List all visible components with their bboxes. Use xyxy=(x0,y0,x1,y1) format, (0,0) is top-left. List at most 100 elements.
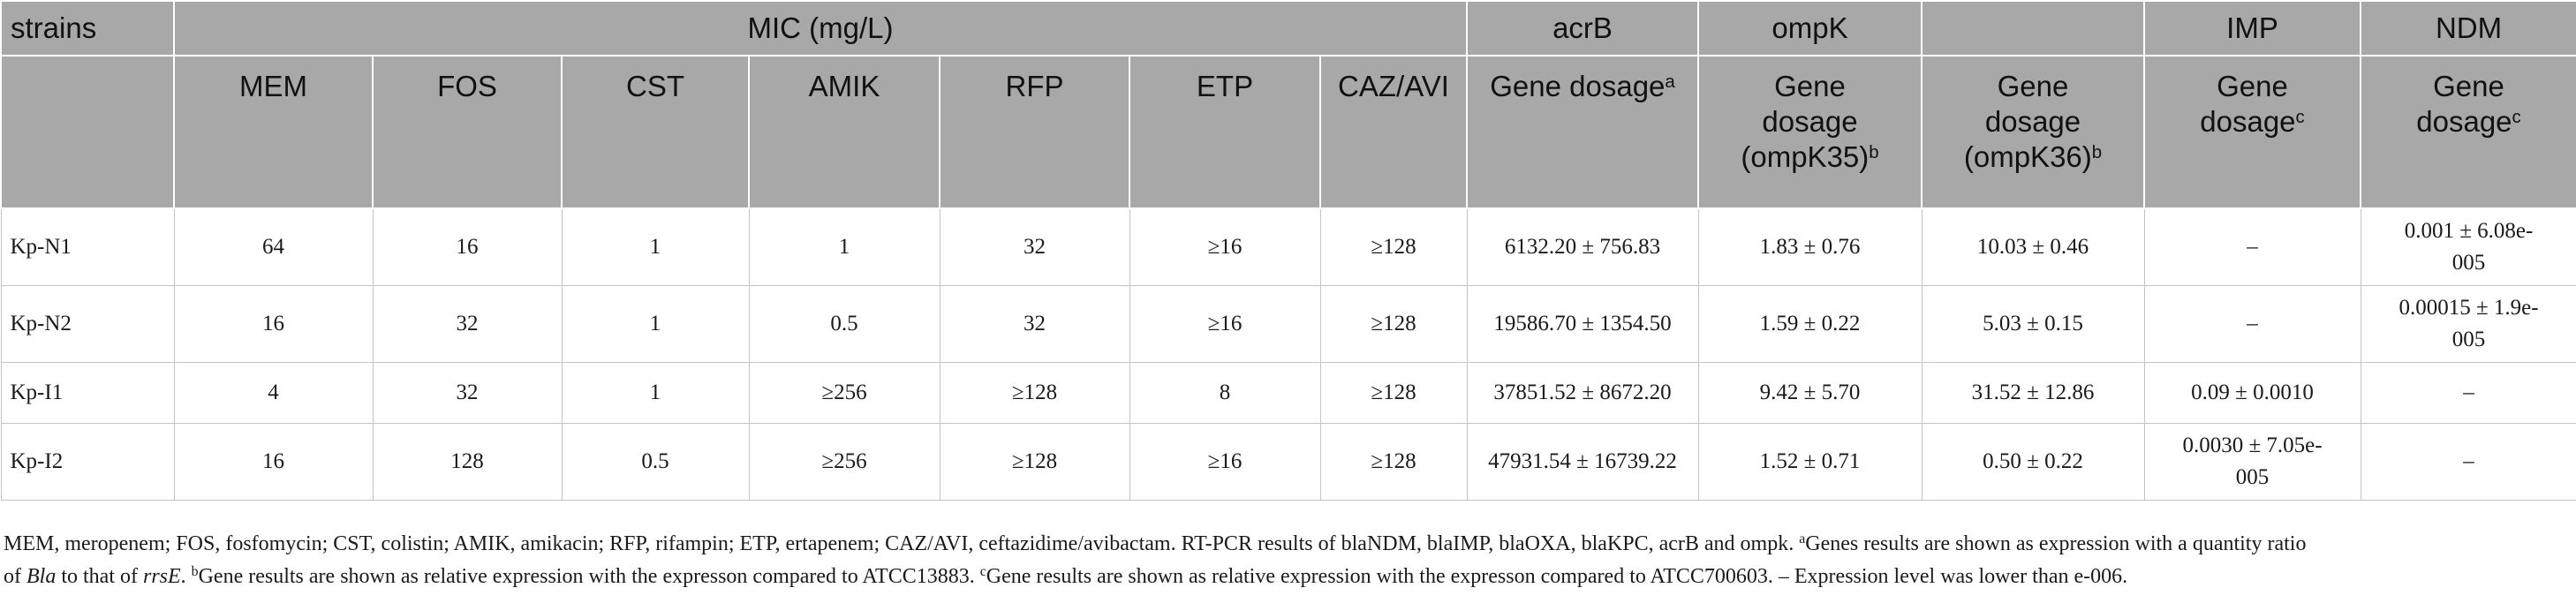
table-row: Kp-N1 64 16 1 1 32 ≥16 ≥128 6132.20 ± 75… xyxy=(0,207,2576,286)
cell-ndm: 0.001 ± 6.08e- 005 xyxy=(2360,207,2576,286)
cell-imp-line1: – xyxy=(2247,235,2258,259)
ompk36-line2: dosage xyxy=(1984,105,2081,138)
cell-ndm-line1: 0.001 ± 6.08e- xyxy=(2404,219,2534,243)
header-imp-dosage: Gene dosagec xyxy=(2143,55,2362,209)
table-footnote: MEM, meropenem; FOS, fosfomycin; CST, co… xyxy=(4,528,2565,593)
cell-ndm-line1: – xyxy=(2463,381,2474,404)
cell-strain: Kp-I1 xyxy=(0,362,175,424)
header-stub-empty xyxy=(0,55,175,209)
cell-cst: 1 xyxy=(561,285,750,363)
header-rfp: RFP xyxy=(939,55,1130,209)
table-body: Kp-N1 64 16 1 1 32 ≥16 ≥128 6132.20 ± 75… xyxy=(0,207,2576,501)
cell-strain: Kp-N2 xyxy=(0,285,175,363)
cell-mem: 64 xyxy=(173,207,374,286)
cell-imp: 0.0030 ± 7.05e- 005 xyxy=(2143,423,2361,501)
header-ompk35-dosage: Gene dosage (ompK35)b xyxy=(1697,55,1923,209)
footnote-marker-a: a xyxy=(1665,71,1675,92)
header-amik: AMIK xyxy=(748,55,941,209)
cell-strain: Kp-N1 xyxy=(0,207,175,286)
header-cazavi: CAZ/AVI xyxy=(1318,55,1469,209)
cell-amik: 0.5 xyxy=(748,285,941,363)
cell-ndm: 0.00015 ± 1.9e- 005 xyxy=(2360,285,2576,363)
cell-acrb: 19586.70 ± 1354.50 xyxy=(1466,285,1699,363)
footnote-marker-b: b xyxy=(2091,141,2103,162)
cell-cst: 1 xyxy=(561,207,750,286)
cell-imp: 0.09 ± 0.0010 xyxy=(2143,362,2361,424)
footnote-text: . xyxy=(180,565,192,588)
cell-ompk35: 1.83 ± 0.76 xyxy=(1697,207,1923,286)
cell-cazavi: ≥128 xyxy=(1319,362,1468,424)
cell-fos: 32 xyxy=(372,285,563,363)
imp-line1: Gene xyxy=(2217,70,2288,102)
footnote-text: Gene results are shown as relative expre… xyxy=(198,565,980,588)
cell-mem: 16 xyxy=(173,285,374,363)
cell-amik: 1 xyxy=(748,207,941,286)
imp-line2: dosage xyxy=(2200,105,2296,138)
cell-amik: ≥256 xyxy=(748,362,941,424)
data-table-container: strains MIC (mg/L) acrB ompK IMP NDM MEM… xyxy=(0,0,2576,501)
footnote-marker-c: c xyxy=(979,564,986,580)
header-ndm: NDM xyxy=(2360,0,2576,57)
cell-ompk36: 10.03 ± 0.46 xyxy=(1921,207,2145,286)
cell-rfp: ≥128 xyxy=(939,362,1130,424)
header-row-2: MEM FOS CST AMIK RFP ETP CAZ/AVI Gene do… xyxy=(0,55,2576,209)
footnote-gene-bla: Bla xyxy=(26,565,57,588)
ompk36-line3: (ompK36) xyxy=(1963,140,2092,173)
header-imp: IMP xyxy=(2143,0,2362,57)
cell-cazavi: ≥128 xyxy=(1319,423,1468,501)
acrb-dosage-text: Gene dosage xyxy=(1490,70,1666,102)
header-row-1: strains MIC (mg/L) acrB ompK IMP NDM xyxy=(0,0,2576,57)
footnote-gene-rrse: rrsE xyxy=(142,565,181,588)
footnote-text: Genes results are shown as expression wi… xyxy=(1805,532,2307,555)
cell-ompk35: 9.42 ± 5.70 xyxy=(1697,362,1923,424)
footnote-marker-a: a xyxy=(1799,531,1806,547)
header-etp: ETP xyxy=(1129,55,1321,209)
cell-strain: Kp-I2 xyxy=(0,423,175,501)
cell-ndm-line2: 005 xyxy=(2451,328,2486,351)
header-ompk: ompK xyxy=(1697,0,1923,57)
header-fos: FOS xyxy=(372,55,563,209)
cell-imp-line2: 005 xyxy=(2235,465,2270,489)
footnote-marker-b: b xyxy=(1869,141,1879,162)
ompk35-line3: (ompK35) xyxy=(1741,140,1870,173)
cell-rfp: ≥128 xyxy=(939,423,1130,501)
cell-acrb: 47931.54 ± 16739.22 xyxy=(1466,423,1699,501)
cell-fos: 32 xyxy=(372,362,563,424)
table-row: Kp-N2 16 32 1 0.5 32 ≥16 ≥128 19586.70 ±… xyxy=(0,285,2576,363)
cell-fos: 16 xyxy=(372,207,563,286)
ompk35-line1: Gene xyxy=(1774,70,1846,102)
footnote-text: Gene results are shown as relative expre… xyxy=(986,565,2128,588)
cell-cazavi: ≥128 xyxy=(1319,285,1468,363)
cell-rfp: 32 xyxy=(939,285,1130,363)
header-cst: CST xyxy=(561,55,750,209)
table-row: Kp-I2 16 128 0.5 ≥256 ≥128 ≥16 ≥128 4793… xyxy=(0,423,2576,501)
ndm-line1: Gene xyxy=(2433,70,2504,102)
cell-ompk36: 31.52 ± 12.86 xyxy=(1921,362,2145,424)
table-header: strains MIC (mg/L) acrB ompK IMP NDM MEM… xyxy=(0,0,2576,209)
cell-acrb: 37851.52 ± 8672.20 xyxy=(1466,362,1699,424)
cell-imp: – xyxy=(2143,207,2361,286)
cell-ndm: – xyxy=(2360,362,2576,424)
table-row: Kp-I1 4 32 1 ≥256 ≥128 8 ≥128 37851.52 ±… xyxy=(0,362,2576,424)
cell-ompk36: 0.50 ± 0.22 xyxy=(1921,423,2145,501)
header-ompk36-dosage: Gene dosage (ompK36)b xyxy=(1921,55,2146,209)
header-acrb-dosage: Gene dosagea xyxy=(1466,55,1700,209)
cell-ndm-line1: – xyxy=(2463,449,2474,473)
cell-ndm-line1: 0.00015 ± 1.9e- xyxy=(2398,296,2539,320)
data-table: strains MIC (mg/L) acrB ompK IMP NDM MEM… xyxy=(0,0,2576,501)
cell-imp-line1: – xyxy=(2247,312,2258,335)
cell-ndm: – xyxy=(2360,423,2576,501)
ndm-line2: dosage xyxy=(2416,105,2512,138)
footnote-text: MEM, meropenem; FOS, fosfomycin; CST, co… xyxy=(4,532,1800,555)
cell-cazavi: ≥128 xyxy=(1319,207,1468,286)
ompk35-line2: dosage xyxy=(1762,105,1858,138)
cell-mem: 16 xyxy=(173,423,374,501)
footnote-text: to that of xyxy=(56,565,143,588)
header-ndm-dosage: Gene dosagec xyxy=(2360,55,2576,209)
cell-cst: 0.5 xyxy=(561,423,750,501)
header-blank xyxy=(1921,0,2146,57)
cell-fos: 128 xyxy=(372,423,563,501)
cell-ndm-line2: 005 xyxy=(2451,251,2486,275)
cell-rfp: 32 xyxy=(939,207,1130,286)
header-acrb: acrB xyxy=(1466,0,1700,57)
